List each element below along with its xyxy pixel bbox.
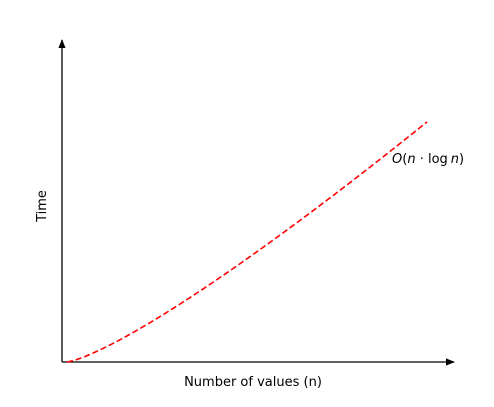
complexity-annotation: O(n · log n) xyxy=(392,152,464,167)
y-axis-label: Time xyxy=(35,190,50,223)
x-axis-label: Number of values (n) xyxy=(184,375,322,390)
series-line-nlogn xyxy=(66,121,428,363)
